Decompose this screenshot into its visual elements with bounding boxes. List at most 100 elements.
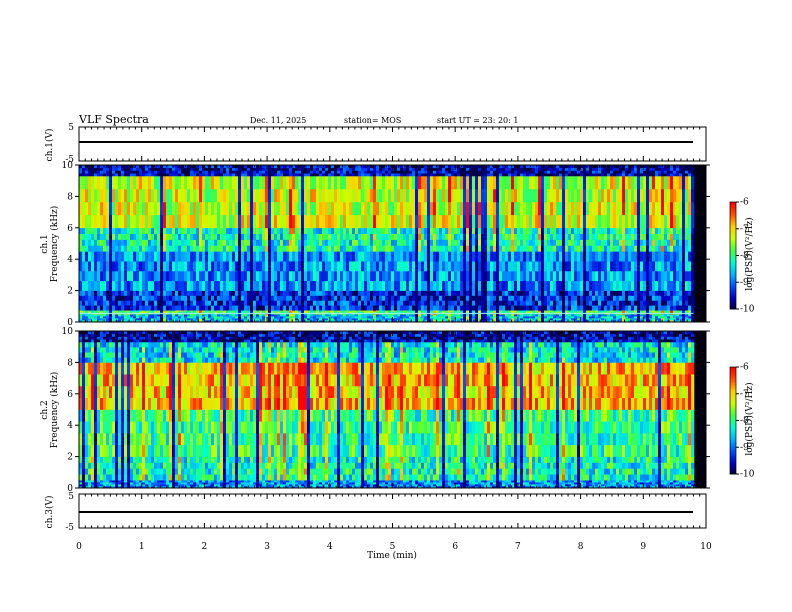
- spectrogram-cell: [115, 312, 119, 314]
- spectrogram-cell: [121, 245, 125, 252]
- spectrogram-cell: [472, 188, 476, 203]
- spectrogram-cell: [421, 245, 425, 252]
- spectrogram-cell: [220, 316, 224, 319]
- spectrogram-cell: [244, 320, 248, 323]
- spectrogram-cell: [376, 314, 380, 317]
- spectrogram-cell: [232, 261, 236, 272]
- spectrogram-column: [295, 165, 299, 323]
- spectrogram-cell: [115, 314, 119, 317]
- spectrogram-cell: [97, 165, 101, 169]
- spectrogram-cell: [571, 320, 575, 323]
- spectrogram-cell: [280, 251, 284, 262]
- spectrogram-cell: [97, 314, 101, 317]
- spectrogram-cell: [364, 201, 368, 216]
- spectrogram-cell: [271, 173, 275, 177]
- spectrogram-column: [406, 165, 410, 323]
- spectrogram-cell: [469, 318, 473, 321]
- spectrogram-cell: [556, 167, 560, 171]
- spectrogram-cell: [556, 173, 560, 177]
- spectrogram-cell: [379, 173, 383, 177]
- spectrogram-cell: [385, 316, 389, 319]
- spectrogram-cell: [220, 214, 224, 229]
- spectrogram-cell: [367, 300, 371, 306]
- spectrogram-cell: [496, 290, 500, 296]
- spectrogram-cell: [571, 233, 575, 240]
- spectrogram-cell: [553, 316, 557, 319]
- spectrogram-cell: [145, 167, 149, 171]
- spectrogram-cell: [583, 320, 587, 323]
- spectrogram-cell: [79, 311, 83, 313]
- spectrogram-column: [403, 165, 407, 323]
- spectrogram-cell: [448, 175, 452, 190]
- spectrogram-cell: [172, 251, 176, 262]
- spectrogram-cell: [316, 170, 320, 174]
- spectrogram-cell: [529, 295, 533, 301]
- spectrogram-cell: [193, 295, 197, 301]
- spectrogram-cell: [82, 311, 86, 313]
- spectrogram-cell: [541, 270, 545, 282]
- spectrogram-cell: [331, 261, 335, 272]
- spectrogram-cell: [448, 170, 452, 174]
- spectrogram-cell: [364, 188, 368, 203]
- spectrogram-cell: [307, 173, 311, 177]
- spectrogram-column: [145, 165, 149, 323]
- spectrogram-cell: [433, 310, 437, 312]
- spectrogram-cell: [181, 227, 185, 234]
- spectrogram-cell: [310, 214, 314, 229]
- spectrogram-cell: [265, 173, 269, 177]
- spectrogram-cell: [472, 270, 476, 282]
- spectrogram-cell: [472, 173, 476, 177]
- spectrogram-cell: [121, 251, 125, 262]
- spectrogram-cell: [286, 251, 290, 262]
- spectrogram-cell: [421, 310, 425, 312]
- spectrogram-cell: [556, 214, 560, 229]
- spectrogram-cell: [205, 318, 209, 321]
- spectrogram-cell: [286, 165, 290, 169]
- spectrogram-cell: [319, 305, 323, 311]
- spectrogram-cell: [580, 316, 584, 319]
- spectrogram-cell: [334, 245, 338, 252]
- spectrogram-cell: [103, 233, 107, 240]
- spectrogram-cell: [499, 290, 503, 296]
- spectrogram-cell: [343, 310, 347, 312]
- spectrogram-cell: [163, 227, 167, 234]
- spectrogram-cell: [481, 305, 485, 311]
- spectrogram-cell: [307, 261, 311, 272]
- spectrogram-cell: [457, 227, 461, 234]
- spectrogram-cell: [325, 175, 329, 190]
- spectrogram-cell: [130, 314, 134, 317]
- spectrogram-cell: [289, 312, 293, 314]
- spectrogram-cell: [91, 290, 95, 296]
- spectrogram-cell: [409, 310, 413, 312]
- spectrogram-cell: [382, 261, 386, 272]
- spectrogram-cell: [571, 295, 575, 301]
- spectrogram-cell: [484, 318, 488, 321]
- spectrogram-cell: [241, 165, 245, 169]
- spectrogram-cell: [541, 261, 545, 272]
- spectrogram-cell: [433, 188, 437, 203]
- spectrogram-cell: [457, 261, 461, 272]
- spectrogram-cell: [562, 290, 566, 296]
- spectrogram-cell: [193, 227, 197, 234]
- spectrogram-column: [289, 165, 293, 323]
- spectrogram-cell: [88, 310, 92, 312]
- spectrogram-cell: [196, 201, 200, 216]
- spectrogram-cell: [106, 165, 110, 169]
- spectrogram-cell: [160, 311, 164, 313]
- spectrogram-cell: [88, 188, 92, 203]
- spectrogram-cell: [214, 167, 218, 171]
- spectrogram-column: [88, 165, 92, 323]
- spectrogram-cell: [442, 280, 446, 291]
- spectrogram-cell: [544, 167, 548, 171]
- spectrogram-cell: [403, 290, 407, 296]
- spectrogram-cell: [478, 280, 482, 291]
- spectrogram-cell: [352, 188, 356, 203]
- spectrogram-cell: [454, 227, 458, 234]
- spectrogram-cell: [100, 175, 104, 190]
- spectrogram-cell: [382, 165, 386, 169]
- spectrogram-cell: [442, 318, 446, 321]
- spectrogram-column: [472, 165, 476, 323]
- spectrogram-cell: [241, 310, 245, 312]
- spectrogram-cell: [88, 167, 92, 171]
- spectrogram-cell: [475, 314, 479, 317]
